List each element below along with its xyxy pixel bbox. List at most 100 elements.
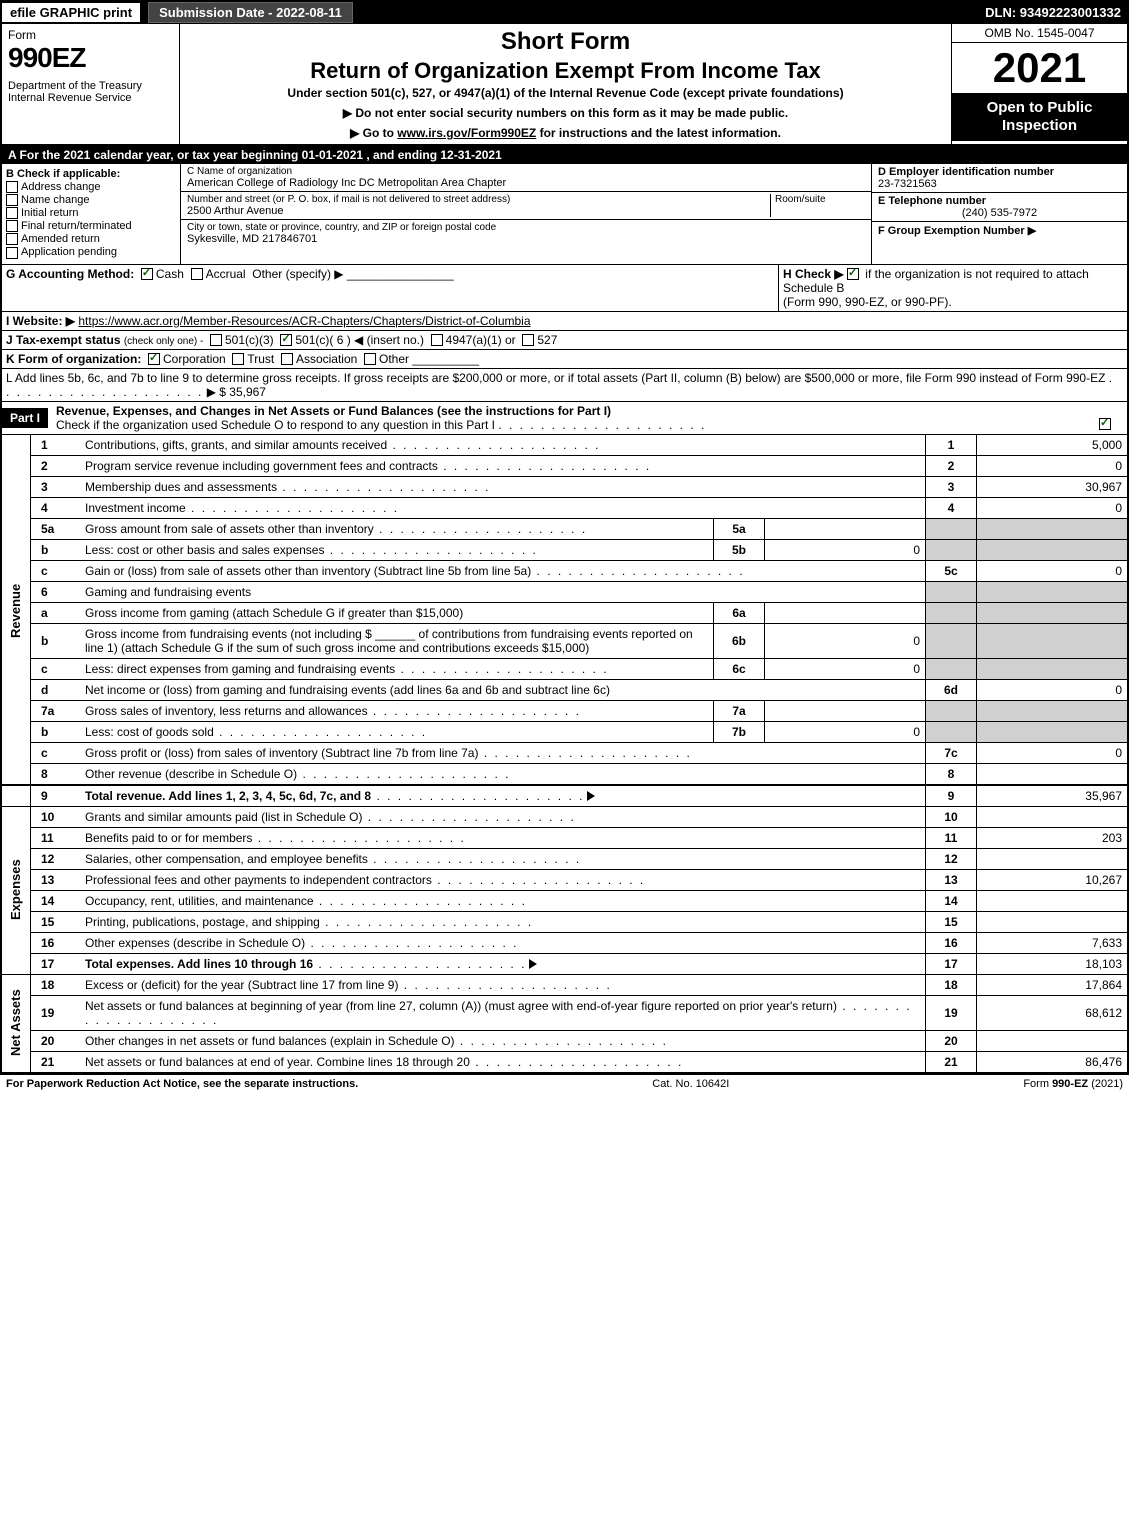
section-bcdef: B Check if applicable: Address change Na… (0, 164, 1129, 265)
tax-exempt-note: (check only one) - (124, 336, 203, 347)
line-1-value: 5,000 (977, 435, 1129, 456)
submission-date: Submission Date - 2022-08-11 (148, 2, 353, 23)
line-19-value: 68,612 (977, 995, 1129, 1030)
form-number: 990EZ (8, 42, 173, 74)
netassets-label: Net Assets (1, 974, 31, 1072)
dln-number: DLN: 93492223001332 (985, 5, 1129, 20)
chk-name-change[interactable]: Name change (6, 194, 176, 206)
lines-table: Revenue 1 Contributions, gifts, grants, … (0, 435, 1129, 1073)
org-name-label: C Name of organization (187, 166, 865, 177)
chk-final-return[interactable]: Final return/terminated (6, 220, 176, 232)
line-3-value: 30,967 (977, 476, 1129, 497)
short-form-title: Short Form (188, 28, 943, 56)
city-state-zip: Sykesville, MD 217846701 (187, 233, 865, 245)
section-gh: G Accounting Method: Cash Accrual Other … (0, 265, 1129, 312)
room-label: Room/suite (775, 194, 865, 205)
chk-schedule-o[interactable] (1099, 418, 1111, 430)
form-org-label: K Form of organization: (6, 352, 141, 366)
part1-title: Revenue, Expenses, and Changes in Net As… (56, 404, 611, 418)
chk-application-pending[interactable]: Application pending (6, 246, 176, 258)
efile-print-label[interactable]: efile GRAPHIC print (0, 1, 142, 24)
chk-accrual[interactable] (191, 268, 203, 280)
section-l-text: L Add lines 5b, 6c, and 7b to line 9 to … (6, 371, 1105, 385)
line-6b-value: 0 (765, 623, 926, 658)
section-b-title: B Check if applicable: (6, 168, 176, 180)
chk-initial-return[interactable]: Initial return (6, 207, 176, 219)
line-16-value: 7,633 (977, 932, 1129, 953)
line-7b-value: 0 (765, 721, 926, 742)
chk-corporation[interactable] (148, 353, 160, 365)
chk-527[interactable] (522, 334, 534, 346)
ein-value: 23-7321563 (878, 178, 1121, 190)
line-13-value: 10,267 (977, 869, 1129, 890)
tax-exempt-label: J Tax-exempt status (6, 333, 121, 347)
form-label: Form (8, 28, 173, 42)
phone-value: (240) 535-7972 (878, 207, 1121, 219)
irs-label: Internal Revenue Service (8, 92, 173, 104)
group-exemption-label: F Group Exemption Number ▶ (878, 224, 1121, 237)
chk-trust[interactable] (232, 353, 244, 365)
expenses-label: Expenses (1, 806, 31, 974)
section-l: L Add lines 5b, 6c, and 7b to line 9 to … (0, 369, 1129, 402)
website-link[interactable]: https://www.acr.org/Member-Resources/ACR… (78, 314, 530, 328)
part1-label: Part I (2, 408, 48, 428)
accounting-other: Other (specify) ▶ (252, 267, 343, 281)
section-j: J Tax-exempt status (check only one) - 5… (0, 331, 1129, 350)
chk-address-change[interactable]: Address change (6, 181, 176, 193)
chk-association[interactable] (281, 353, 293, 365)
section-c: C Name of organization American College … (181, 164, 871, 264)
ein-label: D Employer identification number (878, 166, 1121, 178)
header-right: OMB No. 1545-0047 2021 Open to Public In… (951, 24, 1127, 144)
header-left: Form 990EZ Department of the Treasury In… (2, 24, 180, 144)
section-a: A For the 2021 calendar year, or tax yea… (0, 146, 1129, 164)
org-name: American College of Radiology Inc DC Met… (187, 177, 865, 189)
section-g-label: G Accounting Method: (6, 267, 134, 281)
line-4-value: 0 (977, 497, 1129, 518)
open-to-public: Open to Public Inspection (952, 93, 1127, 141)
section-b: B Check if applicable: Address change Na… (2, 164, 181, 264)
chk-501c3[interactable] (210, 334, 222, 346)
tax-year: 2021 (952, 43, 1127, 93)
instr-no-ssn: ▶ Do not enter social security numbers o… (188, 106, 943, 120)
line-5b-value: 0 (765, 539, 926, 560)
page-footer: For Paperwork Reduction Act Notice, see … (0, 1073, 1129, 1093)
arrow-icon (587, 791, 595, 801)
line-9-value: 35,967 (977, 785, 1129, 807)
part1-header: Part I Revenue, Expenses, and Changes in… (0, 402, 1129, 435)
instr-goto-pre: ▶ Go to (350, 126, 397, 140)
irs-link[interactable]: www.irs.gov/Form990EZ (397, 126, 536, 140)
arrow-icon (529, 959, 537, 969)
instr-goto: ▶ Go to www.irs.gov/Form990EZ for instru… (188, 126, 943, 140)
line-11-value: 203 (977, 827, 1129, 848)
street-label: Number and street (or P. O. box, if mail… (187, 194, 770, 205)
line-7c-value: 0 (977, 742, 1129, 763)
line-21-value: 86,476 (977, 1051, 1129, 1072)
line-18-value: 17,864 (977, 974, 1129, 995)
section-i: I Website: ▶ https://www.acr.org/Member-… (0, 312, 1129, 331)
form-subtitle: Under section 501(c), 527, or 4947(a)(1)… (188, 86, 943, 100)
city-label: City or town, state or province, country… (187, 222, 865, 233)
part1-check-text: Check if the organization used Schedule … (56, 418, 495, 432)
chk-cash[interactable] (141, 268, 153, 280)
line-6c-value: 0 (765, 658, 926, 679)
header-center: Short Form Return of Organization Exempt… (180, 24, 951, 144)
cat-number: Cat. No. 10642I (358, 1078, 1023, 1090)
chk-other-org[interactable] (364, 353, 376, 365)
chk-schedule-b[interactable] (847, 268, 859, 280)
chk-amended-return[interactable]: Amended return (6, 233, 176, 245)
section-def: D Employer identification number 23-7321… (871, 164, 1127, 264)
dept-treasury: Department of the Treasury (8, 80, 173, 92)
form-header: Form 990EZ Department of the Treasury In… (0, 24, 1129, 146)
line-5c-value: 0 (977, 560, 1129, 581)
section-h-label: H Check ▶ (783, 267, 844, 281)
line-2-value: 0 (977, 455, 1129, 476)
section-h-text2: (Form 990, 990-EZ, or 990-PF). (783, 295, 952, 309)
chk-4947[interactable] (431, 334, 443, 346)
phone-label: E Telephone number (878, 195, 1121, 207)
topbar: efile GRAPHIC print Submission Date - 20… (0, 0, 1129, 24)
section-k: K Form of organization: Corporation Trus… (0, 350, 1129, 369)
section-l-value: ▶ $ 35,967 (207, 385, 266, 399)
form-footer-label: Form 990-EZ (2021) (1023, 1078, 1123, 1090)
website-label: I Website: ▶ (6, 314, 75, 328)
chk-501c[interactable] (280, 334, 292, 346)
